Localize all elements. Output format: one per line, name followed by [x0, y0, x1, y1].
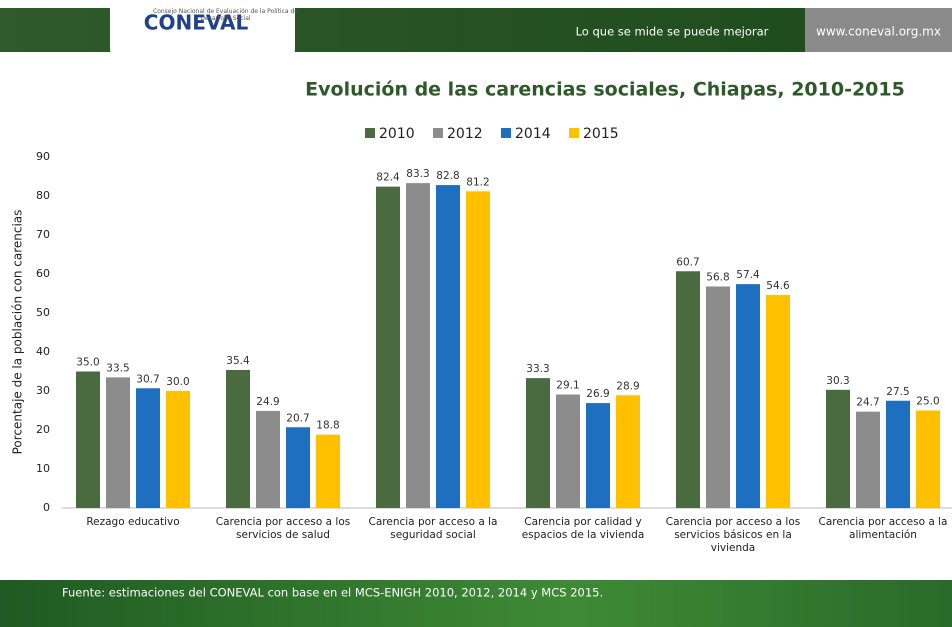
bar	[316, 434, 340, 508]
url-box	[805, 8, 952, 52]
source: Fuente: estimaciones del CONEVAL con bas…	[62, 586, 603, 600]
bar	[586, 403, 610, 508]
y-tick-label: 90	[36, 150, 50, 163]
x-tick-label: Carencia por acceso a la alimentación	[818, 516, 948, 541]
legend-swatch	[501, 128, 511, 138]
data-label: 35.0	[76, 357, 99, 369]
bar	[886, 400, 910, 508]
footer-bar	[0, 580, 952, 627]
bar	[856, 411, 880, 508]
legend-swatch	[569, 128, 579, 138]
y-tick-label: 10	[36, 462, 50, 475]
data-label: 26.9	[586, 388, 609, 400]
data-label: 30.0	[166, 376, 189, 388]
data-label: 27.5	[886, 386, 909, 398]
data-label: 28.9	[616, 380, 639, 392]
logo-tab	[110, 8, 295, 62]
data-label: 30.7	[136, 373, 159, 385]
y-tick-label: 70	[36, 228, 50, 241]
y-tick-label: 0	[43, 501, 50, 514]
bar	[406, 183, 430, 508]
bar	[106, 377, 130, 508]
data-label: 29.1	[556, 380, 579, 392]
data-label: 81.2	[466, 176, 489, 188]
url: www.coneval.org.mx	[816, 25, 941, 39]
bar	[676, 271, 700, 508]
bar	[226, 369, 250, 508]
data-label: 35.4	[226, 355, 250, 367]
x-tick-label: Carencia por acceso a la seguridad socia…	[368, 516, 498, 541]
data-label: 54.6	[766, 280, 790, 292]
chart-title: Evolución de las carencias sociales, Chi…	[305, 79, 905, 101]
data-label: 30.3	[826, 375, 849, 387]
data-label: 33.3	[526, 363, 549, 375]
y-tick-label: 80	[36, 189, 50, 202]
legend-label: 2012	[447, 126, 483, 142]
x-tick-label: Rezago educativo	[86, 516, 180, 528]
y-tick-label: 40	[36, 345, 50, 358]
x-tick-label: Carencia por calidad y espacios de la vi…	[521, 516, 645, 541]
bar	[136, 388, 160, 508]
bar	[166, 391, 190, 508]
legend-swatch	[433, 128, 443, 138]
bar	[286, 427, 310, 508]
bar	[256, 410, 280, 508]
data-label: 20.7	[286, 412, 309, 424]
x-tick-label: Carencia por acceso a los servicios bási…	[665, 516, 801, 554]
data-label: 33.5	[106, 362, 129, 374]
legend-label: 2014	[515, 126, 551, 142]
bar	[76, 371, 100, 508]
logo: CONEVAL	[144, 11, 249, 35]
data-label: 24.9	[256, 396, 279, 408]
legend-label: 2010	[379, 126, 415, 142]
y-axis-label: Porcentaje de la población con carencias	[11, 210, 25, 455]
legend-label: 2015	[583, 126, 619, 142]
data-label: 82.4	[376, 172, 400, 184]
bar	[766, 295, 790, 508]
data-label: 25.0	[916, 396, 939, 408]
data-label: 18.8	[316, 420, 339, 432]
y-tick-label: 20	[36, 423, 50, 436]
bar	[736, 284, 760, 508]
bar	[616, 395, 640, 508]
data-label: 60.7	[676, 256, 699, 268]
slogan: Lo que se mide se puede mejorar	[576, 25, 769, 39]
x-tick-label: Carencia por acceso a los servicios de s…	[215, 516, 351, 541]
logo-subtitle: Consejo Nacional de Evaluación de la Pol…	[153, 8, 298, 22]
bar	[556, 394, 580, 508]
data-label: 57.4	[736, 269, 760, 281]
bar	[466, 191, 490, 508]
bar	[376, 186, 400, 508]
data-label: 83.3	[406, 168, 429, 180]
data-label: 24.7	[856, 397, 879, 409]
bar	[706, 286, 730, 508]
data-label: 56.8	[706, 271, 729, 283]
bar	[436, 185, 460, 508]
y-tick-label: 50	[36, 306, 50, 319]
bar	[526, 378, 550, 508]
legend-swatch	[365, 128, 375, 138]
y-tick-label: 60	[36, 267, 50, 280]
data-label: 82.8	[436, 170, 459, 182]
bar	[916, 410, 940, 508]
bar	[826, 389, 850, 508]
y-tick-label: 30	[36, 384, 50, 397]
